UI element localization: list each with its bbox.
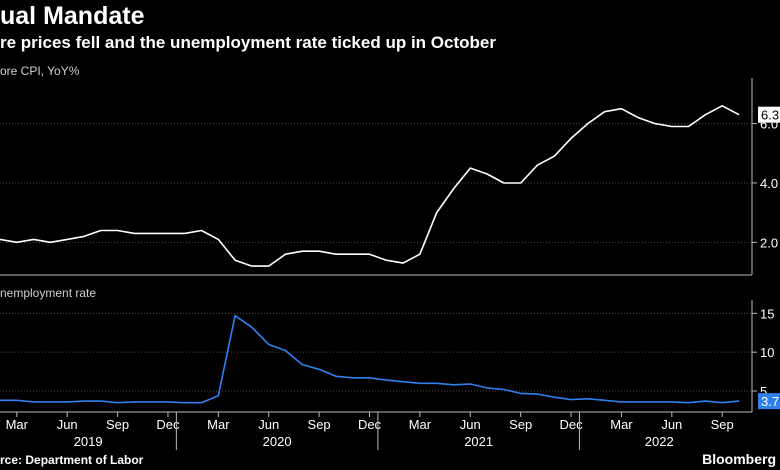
x-year-label: 2019 [74, 434, 103, 449]
unemployment-panel-label: nemployment rate [0, 286, 97, 300]
cpi-y-tick-label: 4.0 [760, 176, 778, 191]
cpi-panel-label: ore CPI, YoY% [0, 64, 80, 78]
unemployment-y-tick-label: 5 [760, 384, 767, 399]
x-tick-label: Sep [106, 417, 129, 432]
cpi-last-value-label: 6.3 [761, 108, 779, 123]
x-tick-label: Dec [358, 417, 382, 432]
x-tick-label: Mar [610, 417, 633, 432]
cpi-y-tick-label: 2.0 [760, 235, 778, 250]
unemployment-last-value-badge [758, 393, 780, 410]
x-tick-label: Mar [409, 417, 432, 432]
x-year-label: 2021 [464, 434, 493, 449]
bloomberg-logo: Bloomberg [702, 451, 776, 467]
unemployment-y-tick-label: 10 [760, 345, 774, 360]
x-tick-label: Sep [509, 417, 532, 432]
x-tick-label: Jun [258, 417, 279, 432]
x-tick-label: Dec [559, 417, 583, 432]
x-year-label: 2020 [263, 434, 292, 449]
x-tick-label: Jun [460, 417, 481, 432]
x-tick-label: Sep [711, 417, 734, 432]
x-tick-label: Mar [6, 417, 29, 432]
x-year-label: 2022 [645, 434, 674, 449]
x-tick-label: Jun [57, 417, 78, 432]
cpi-last-value-badge [758, 106, 780, 123]
chart-title: ual Mandate [0, 2, 145, 30]
unemployment-last-value-label: 3.7 [761, 394, 779, 409]
cpi-series-line [0, 105, 740, 267]
chart-subtitle: re prices fell and the unemployment rate… [0, 33, 496, 52]
unemployment-series-line [0, 314, 740, 404]
x-tick-label: Sep [308, 417, 331, 432]
x-tick-label: Dec [156, 417, 180, 432]
source-note: rce: Department of Labor [0, 453, 144, 467]
x-tick-label: Jun [661, 417, 682, 432]
x-tick-label: Mar [207, 417, 230, 432]
unemployment-y-tick-label: 15 [760, 306, 774, 321]
